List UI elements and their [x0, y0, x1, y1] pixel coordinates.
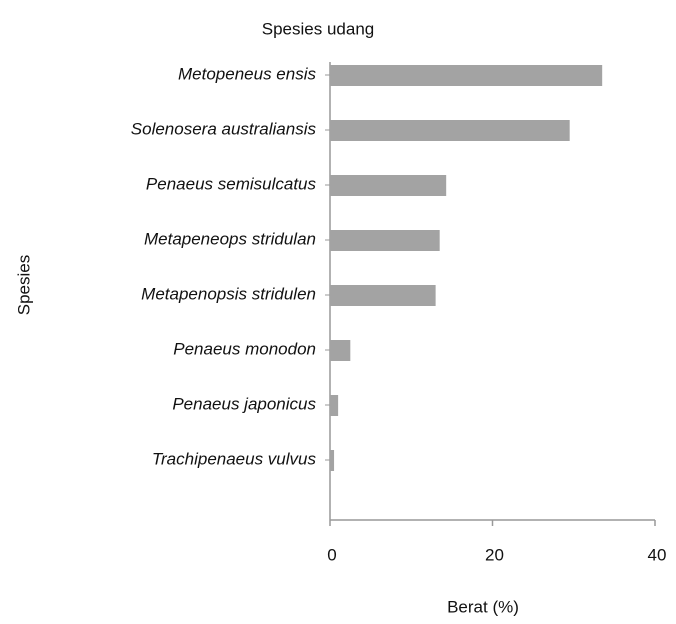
bar — [330, 120, 570, 141]
x-axis-label: Berat (%) — [447, 597, 519, 616]
x-tick-label: 40 — [648, 545, 667, 564]
x-tick-label: 0 — [327, 545, 336, 564]
bar — [330, 450, 335, 471]
x-tick-label: 20 — [485, 545, 504, 564]
y-tick-label: Penaeus japonicus — [172, 394, 316, 413]
y-axis-label: Spesies — [14, 255, 33, 315]
bar — [330, 230, 440, 251]
bar — [330, 65, 603, 86]
y-tick-label: Solenosera australiansis — [131, 119, 317, 138]
bar — [330, 340, 351, 361]
y-tick-label: Metapeneops stridulan — [144, 229, 316, 248]
y-tick-label: Penaeus monodon — [173, 339, 316, 358]
y-tick-label: Penaeus semisulcatus — [146, 174, 317, 193]
bar — [330, 285, 436, 306]
y-tick-label: Metopeneus ensis — [178, 64, 316, 83]
y-tick-label: Metapenopsis stridulen — [141, 284, 316, 303]
bar — [330, 175, 447, 196]
y-tick-label: Trachipenaeus vulvus — [152, 449, 317, 468]
bar — [330, 395, 339, 416]
chart-title: Spesies udang — [262, 19, 374, 38]
